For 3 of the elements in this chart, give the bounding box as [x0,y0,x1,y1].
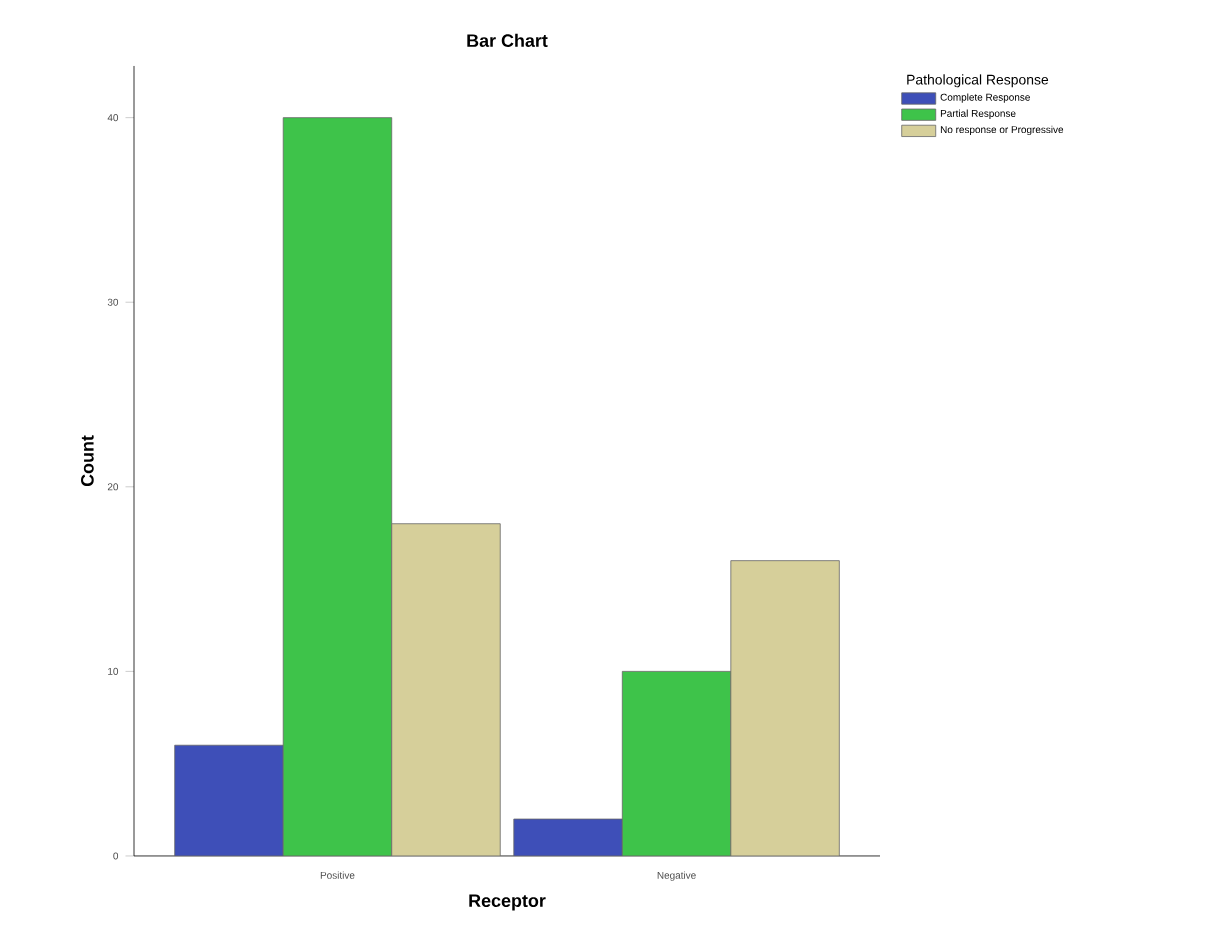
y-axis-title: Count [81,435,94,487]
x-axis-title: Receptor [469,894,546,911]
chart-title: Bar Chart [467,33,548,47]
